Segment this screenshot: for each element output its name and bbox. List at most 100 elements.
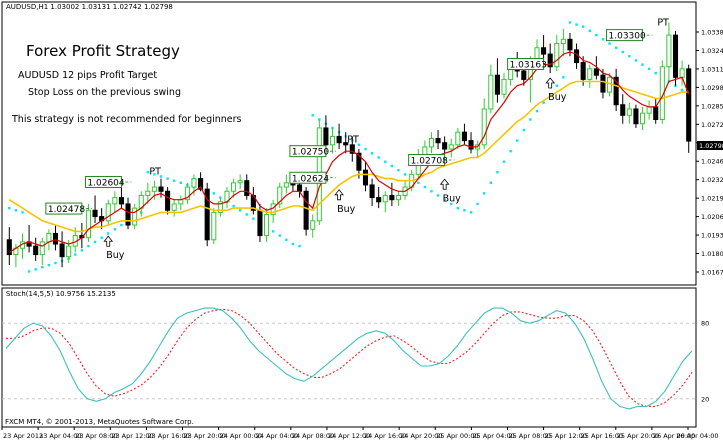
sar-dot [430, 190, 433, 193]
sar-dot [179, 181, 182, 185]
ema-slow-line [8, 80, 689, 233]
candle-body [296, 184, 303, 192]
candle-body [323, 127, 329, 146]
sar-dot [436, 194, 440, 197]
level-label: 1.02750 [292, 148, 329, 158]
buy-arrow-icon [439, 178, 450, 190]
time-tick-label: 26 Apr 00:00 [653, 432, 695, 440]
candle-body [184, 186, 190, 201]
time-tick-label: 23 Apr 20:00 [184, 432, 226, 440]
sar-dot [509, 149, 512, 153]
sar-dot [285, 238, 288, 241]
candle-body [600, 74, 606, 93]
candle-body [244, 180, 250, 196]
level-box [84, 175, 122, 188]
current-price-marker: 1.02798 [697, 141, 723, 150]
candle-body [468, 140, 474, 150]
sar-dot [568, 21, 572, 24]
candle-body [580, 62, 586, 80]
candle-body [85, 209, 91, 239]
sar-dot [370, 152, 374, 155]
candle-body [217, 201, 223, 213]
price-tick-label: 1.01805 [701, 250, 723, 258]
time-tick-label: 23 Apr 08:00 [75, 432, 117, 440]
level-box [289, 171, 327, 184]
sar-dot [469, 211, 473, 214]
buy-label: Buy [106, 250, 125, 261]
level-box [606, 29, 644, 42]
candle-body [554, 43, 560, 68]
sar-dot [166, 177, 169, 180]
moving-averages [8, 51, 690, 254]
level-label: 1.02478 [48, 205, 85, 215]
sar-dot [278, 234, 281, 237]
candle-body [132, 207, 138, 226]
candle-body [560, 38, 566, 45]
candle-body [237, 180, 243, 184]
sar-dot [581, 25, 585, 28]
buy-arrow-icon [545, 77, 556, 89]
sar-dot [357, 143, 361, 147]
time-tick-label: 24 Apr 08:00 [292, 432, 334, 440]
time-tick-label: 23 Apr 04:00 [39, 432, 81, 440]
sar-dot [153, 173, 156, 176]
sar-dot [403, 173, 407, 176]
time-tick-label: 25 Apr 00:00 [436, 432, 478, 440]
current-price-box [697, 141, 723, 150]
candle-body [349, 144, 355, 154]
level-box [507, 58, 545, 71]
sar-dot [614, 46, 618, 49]
sar-dot [80, 249, 84, 252]
sar-dot [463, 209, 466, 212]
sar-dot [423, 185, 427, 189]
buy-arrow-icon [103, 235, 114, 247]
candle-body [204, 188, 210, 241]
sar-dot [555, 84, 558, 87]
candle-body [369, 184, 375, 199]
strategy-title: Forex Profit Strategy [26, 42, 180, 60]
sar-dot [575, 23, 578, 26]
time-tick-label: 24 Apr 12:00 [328, 432, 370, 440]
candle-body [481, 108, 487, 146]
candle-body [547, 53, 553, 68]
sar-dot [516, 139, 519, 142]
sar-dot [390, 164, 394, 168]
time-tick-label: 24 Apr 16:00 [364, 432, 406, 440]
candle-body [494, 74, 500, 95]
sar-dot [311, 114, 314, 117]
stoch-pane: Stoch(14,5,5) 10.9756 15.2135 80 20 FXCM … [1, 287, 709, 428]
time-tick-label: 25 Apr 16:00 [581, 432, 623, 440]
time-tick-label: 25 Apr 08:00 [508, 432, 550, 440]
sar-dot [450, 202, 453, 206]
sar-dot [252, 217, 255, 220]
candle-body [448, 144, 454, 150]
price-tick-label: 1.01935 [701, 232, 723, 240]
sar-dot [21, 211, 24, 214]
time-tick-label: 24 Apr 04:00 [256, 432, 298, 440]
candle-body [277, 186, 283, 205]
stoch-level-label: 80 [701, 320, 709, 328]
candle-body [231, 182, 237, 192]
price-pane: AUDUSD,H1 1.03002 1.03131 1.02742 1.0279… [1, 1, 723, 286]
sar-dot [562, 76, 565, 79]
candle-body [639, 112, 646, 125]
buy-arrow-icon [334, 189, 344, 201]
candle-body [264, 213, 270, 237]
strategy-line-2: Stop Loss on the previous swing [28, 87, 181, 98]
candle-body [171, 203, 177, 211]
candle-body [6, 239, 12, 256]
sar-dot [41, 266, 44, 269]
candle-body [198, 178, 204, 190]
level-label: 1.02604 [87, 178, 124, 188]
candle-body [362, 169, 369, 186]
stoch-signal-line [6, 308, 693, 407]
sar-dot [120, 223, 123, 227]
sar-dot [384, 160, 387, 163]
sar-dot [621, 50, 624, 54]
sar-dot [522, 128, 525, 132]
sar-dot [608, 42, 611, 45]
candle-body [672, 34, 679, 78]
candle-body [59, 243, 65, 258]
price-tick-label: 1.01675 [701, 269, 723, 277]
candle-body [567, 38, 573, 51]
